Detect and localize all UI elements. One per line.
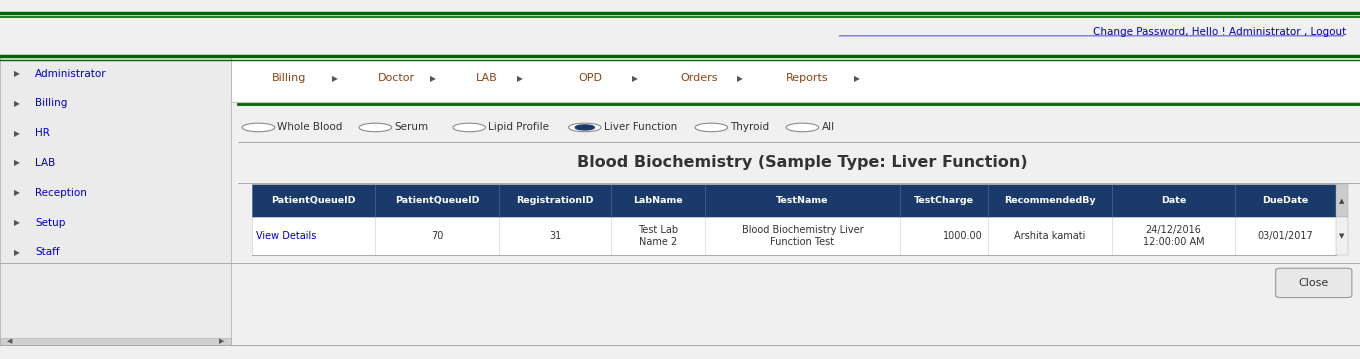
FancyBboxPatch shape [1336,184,1348,217]
Text: Reports: Reports [786,73,828,83]
Text: ▶: ▶ [219,339,224,344]
FancyBboxPatch shape [0,338,231,345]
Text: Arshita kamati: Arshita kamati [1015,231,1085,241]
Text: ▲: ▲ [1340,198,1344,204]
Text: 03/01/2017: 03/01/2017 [1258,231,1314,241]
FancyBboxPatch shape [0,57,231,345]
Text: 31: 31 [549,231,562,241]
Text: HR: HR [35,128,50,138]
Circle shape [786,123,819,132]
Text: Close: Close [1299,278,1329,288]
Text: ▶: ▶ [14,158,19,168]
Text: ▶: ▶ [854,74,860,83]
Text: TestCharge: TestCharge [914,196,974,205]
Text: ▶: ▶ [14,129,19,138]
Text: PatientQueueID: PatientQueueID [394,196,480,205]
Circle shape [242,123,275,132]
Text: LAB: LAB [35,158,56,168]
Text: ▶: ▶ [430,74,435,83]
Text: ▶: ▶ [14,248,19,257]
Text: ◀: ◀ [7,339,12,344]
Circle shape [568,123,601,132]
Text: ▶: ▶ [14,99,19,108]
FancyBboxPatch shape [252,217,1336,255]
Text: Billing: Billing [35,98,68,108]
Circle shape [575,125,594,130]
Text: ▼: ▼ [1340,233,1344,239]
Text: DueDate: DueDate [1262,196,1308,205]
Text: RegistrationID: RegistrationID [517,196,594,205]
Text: Setup: Setup [35,218,65,228]
Text: LAB: LAB [476,73,498,83]
Text: OPD: OPD [578,73,602,83]
Text: Billing: Billing [272,73,306,83]
Text: Blood Biochemistry Liver
Function Test: Blood Biochemistry Liver Function Test [741,225,864,247]
Text: 70: 70 [431,231,443,241]
Text: 24/12/2016
12:00:00 AM: 24/12/2016 12:00:00 AM [1142,225,1205,247]
Text: All: All [821,122,835,132]
Text: ▶: ▶ [332,74,337,83]
Circle shape [359,123,392,132]
Text: Change Password, Hello ! Administrator , Logout: Change Password, Hello ! Administrator ,… [1093,27,1346,37]
Text: LabName: LabName [634,196,683,205]
Text: Staff: Staff [35,247,60,257]
Circle shape [695,123,728,132]
Text: ▶: ▶ [632,74,638,83]
Text: Reception: Reception [35,188,87,198]
FancyBboxPatch shape [231,56,1360,102]
Text: ▶: ▶ [14,188,19,197]
Text: PatientQueueID: PatientQueueID [271,196,356,205]
Text: 1000.00: 1000.00 [942,231,982,241]
Text: RecommendedBy: RecommendedBy [1004,196,1096,205]
Text: Orders: Orders [680,73,718,83]
Text: ▶: ▶ [14,218,19,227]
Text: View Details: View Details [256,231,316,241]
Text: Blood Biochemistry (Sample Type: Liver Function): Blood Biochemistry (Sample Type: Liver F… [577,155,1028,170]
Text: Administrator: Administrator [35,69,107,79]
Text: Serum: Serum [394,122,428,132]
FancyBboxPatch shape [1336,217,1348,255]
Text: Lipid Profile: Lipid Profile [488,122,549,132]
Text: Liver Function: Liver Function [604,122,677,132]
Circle shape [453,123,486,132]
FancyBboxPatch shape [1276,268,1352,298]
Text: ▶: ▶ [14,69,19,78]
Text: TestName: TestName [777,196,828,205]
Text: Whole Blood: Whole Blood [277,122,343,132]
Text: Doctor: Doctor [378,73,415,83]
Text: ▶: ▶ [737,74,743,83]
FancyBboxPatch shape [252,184,1336,217]
Text: ▶: ▶ [517,74,522,83]
Text: Thyroid: Thyroid [730,122,770,132]
Text: Date: Date [1161,196,1186,205]
Text: Test Lab
Name 2: Test Lab Name 2 [638,225,679,247]
